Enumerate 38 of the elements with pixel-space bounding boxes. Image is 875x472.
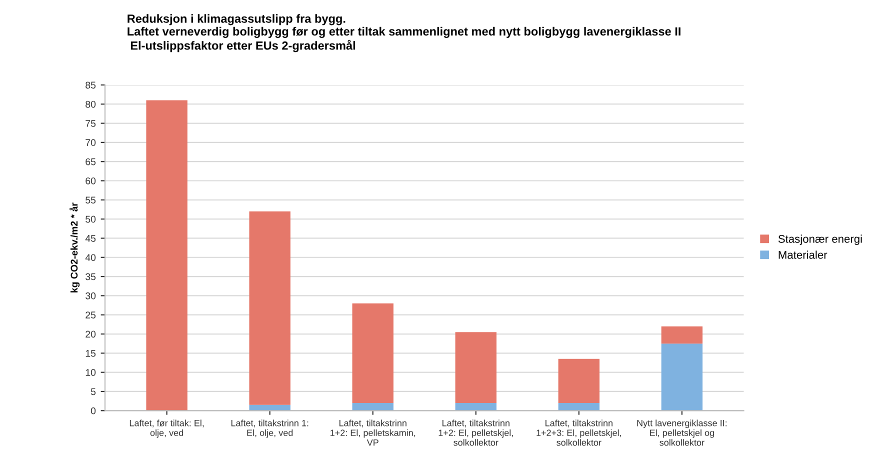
y-tick-label: 75: [86, 120, 96, 127]
y-tick-label: 15: [86, 350, 96, 357]
y-tick-label: 10: [86, 369, 96, 376]
x-tick-label: Laftet, tiltakstrinn 1+2: El, pelletskjel, solkollektor: [438, 420, 513, 446]
bar: [352, 303, 394, 403]
legend-label: Materialer: [778, 250, 828, 259]
x-tick-label: Laftet, tiltakstrinn 1+2: El, pelletskamin, VP: [330, 420, 416, 446]
y-axis-title: kg CO2-ekv./m2 * år: [70, 202, 80, 292]
x-tick-label: Nytt lavenergiklasse II: El, pelletskjel og solkollektor: [637, 420, 727, 446]
legend-label: Stasjonær energi: [778, 234, 862, 246]
y-tick-label: 50: [86, 216, 96, 223]
bar: [146, 100, 188, 411]
bar: [352, 402, 394, 411]
x-tick-label: Laftet, tiltakstrinn 1: El, olje, ved: [231, 420, 308, 438]
bar: [455, 332, 496, 403]
y-tick-label: 30: [86, 292, 96, 300]
y-tick-label: 60: [86, 177, 96, 184]
bar: [661, 344, 703, 411]
y-tick-label: 5: [90, 388, 96, 396]
y-tick-label: 35: [86, 273, 96, 280]
y-tick-label: 65: [86, 158, 96, 166]
x-tick-label: Laftet, tiltakstrinn 1+2+3: El, pelletskjel, solkollektor: [536, 420, 622, 446]
y-tick-label: 20: [86, 330, 96, 338]
bar: [558, 402, 600, 411]
bar: [455, 402, 496, 411]
y-tick-label: 40: [85, 254, 96, 261]
chart-title: Reduksjon i klimagassutslipp fra bygg. Laftet verneverdig boligbygg før og etter tiltak sammenlignet med nytt boligbygg lavenergiklasse II El-utslippsfaktor etter EUs 2-gradersmål: [128, 14, 680, 52]
y-tick-label: 80: [86, 100, 96, 108]
y-tick-label: 45: [85, 235, 96, 242]
y-tick-label: 25: [86, 312, 96, 318]
y-tick-label: 55: [86, 196, 96, 204]
y-tick-label: 0: [90, 407, 96, 414]
x-tick-label: Laftet, før tiltak: El, olje, ved: [130, 420, 204, 438]
y-tick-label: 70: [86, 139, 96, 146]
bar: [249, 211, 290, 405]
y-tick-label: 85: [86, 82, 96, 89]
bar: [661, 326, 703, 344]
bar: [558, 358, 600, 403]
